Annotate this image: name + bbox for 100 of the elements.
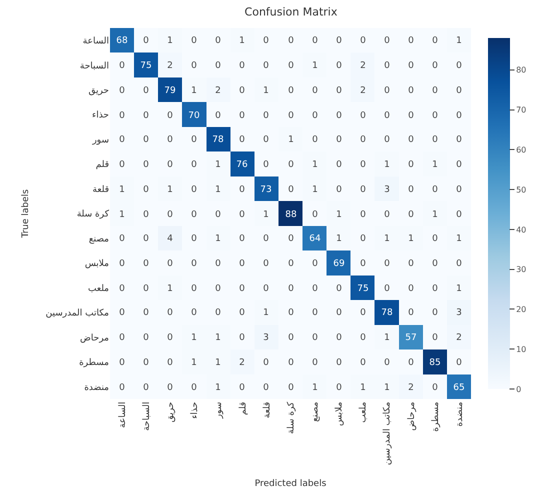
data-label: 0 [191, 135, 198, 146]
data-label: 0 [191, 160, 198, 170]
data-label: 2 [408, 383, 414, 394]
data-label: 0 [167, 111, 174, 122]
data-label: 0 [432, 135, 438, 146]
data-label: 0 [191, 185, 198, 196]
data-label: 1 [456, 36, 462, 46]
data-label: 65 [453, 383, 465, 394]
data-label: 1 [288, 135, 294, 146]
y-tick-label: السباحة [80, 61, 109, 72]
data-label: 0 [408, 210, 414, 220]
data-label: 0 [456, 210, 462, 220]
data-label: 0 [263, 135, 270, 146]
data-label: 2 [239, 358, 245, 368]
data-label: 1 [432, 210, 438, 220]
data-label: 0 [239, 308, 246, 318]
data-label: 1 [312, 185, 318, 196]
data-label: 0 [456, 358, 462, 368]
data-label: 0 [239, 61, 246, 72]
data-label: 1 [384, 383, 390, 394]
data-label: 0 [288, 86, 294, 96]
y-tick-label: ملعب [88, 284, 110, 294]
data-label: 79 [164, 86, 176, 96]
data-label: 0 [239, 86, 246, 96]
data-label: 0 [119, 234, 126, 244]
data-label: 0 [263, 36, 270, 46]
data-label: 2 [456, 333, 462, 344]
data-label: 0 [119, 135, 126, 146]
data-label: 0 [239, 259, 246, 270]
data-label: 0 [456, 259, 462, 270]
data-label: 0 [432, 61, 438, 72]
data-label: 0 [143, 36, 150, 46]
y-axis-title: True labels [20, 188, 31, 239]
data-label: 0 [143, 234, 150, 244]
data-label: 0 [384, 36, 390, 46]
color-bar-label: 0 [516, 384, 522, 394]
y-tick-label: حذاء [92, 110, 109, 121]
data-label: 0 [143, 284, 150, 294]
data-label: 0 [336, 61, 342, 72]
data-label: 0 [312, 358, 318, 368]
data-label: 0 [360, 185, 366, 196]
data-label: 1 [263, 210, 269, 220]
data-label: 0 [288, 160, 294, 170]
data-label: 0 [432, 259, 438, 270]
data-label: 0 [336, 111, 342, 122]
data-label: 0 [408, 358, 414, 368]
data-label: 0 [336, 135, 342, 146]
data-label: 0 [143, 358, 150, 368]
data-label: 0 [408, 259, 414, 270]
data-label: 0 [384, 358, 390, 368]
data-label: 0 [143, 111, 150, 122]
data-label: 0 [167, 259, 174, 270]
data-label: 1 [360, 383, 366, 394]
data-label: 4 [167, 234, 174, 244]
y-tick-label: مرحاض [80, 333, 110, 344]
data-label: 0 [191, 259, 198, 270]
data-label: 69 [333, 259, 345, 270]
data-label: 0 [215, 284, 222, 294]
data-label: 0 [239, 210, 246, 220]
data-label: 0 [143, 259, 150, 270]
data-label: 3 [384, 185, 390, 196]
data-label: 0 [191, 284, 198, 294]
data-label: 1 [312, 61, 318, 72]
x-tick-label: ملعب [358, 402, 369, 423]
data-label: 0 [336, 86, 342, 96]
data-label: 0 [239, 185, 246, 196]
data-label: 1 [215, 383, 221, 394]
data-label: 73 [260, 185, 272, 196]
data-label: 1 [167, 185, 173, 196]
data-label: 1 [215, 185, 221, 196]
data-label: 0 [336, 284, 342, 294]
data-label: 0 [312, 308, 318, 318]
data-label: 0 [360, 135, 366, 146]
data-label: 0 [456, 185, 462, 196]
data-label: 0 [215, 61, 222, 72]
data-label: 0 [119, 308, 126, 318]
x-tick-label: مسطرة [430, 402, 441, 432]
data-label: 0 [432, 308, 438, 318]
data-label: 0 [143, 135, 150, 146]
data-label: 0 [263, 111, 270, 122]
data-label: 0 [360, 259, 366, 270]
data-label: 0 [384, 210, 390, 220]
data-label: 0 [336, 160, 342, 170]
data-label: 3 [263, 333, 269, 344]
data-label: 0 [336, 333, 342, 344]
data-label: 0 [239, 135, 246, 146]
data-label: 1 [408, 234, 414, 244]
data-label: 0 [288, 185, 294, 196]
data-label: 0 [167, 210, 174, 220]
data-label: 0 [384, 111, 390, 122]
data-label: 0 [312, 284, 318, 294]
data-label: 1 [456, 234, 462, 244]
x-tick-label: السباحة [142, 402, 152, 431]
data-label: 0 [288, 284, 294, 294]
y-tick-label: مكاتب المدرسين [46, 308, 110, 319]
data-label: 0 [143, 185, 150, 196]
data-label: 0 [432, 284, 438, 294]
x-axis-title: Predicted labels [254, 478, 327, 489]
data-label: 0 [263, 160, 270, 170]
y-tick-label: كرة سلة [76, 210, 110, 220]
